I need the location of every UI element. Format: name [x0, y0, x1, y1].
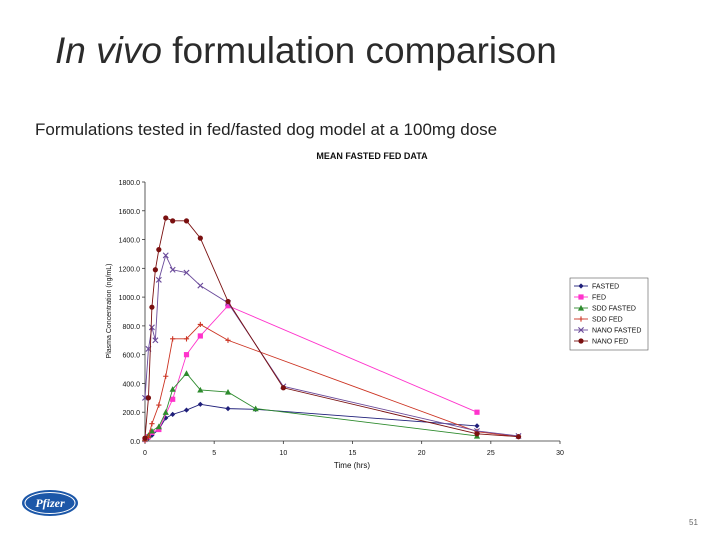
- data-point: [170, 396, 176, 402]
- y-tick-label: 1400.0: [119, 238, 141, 245]
- legend-marker: [578, 338, 584, 344]
- data-point: [183, 370, 190, 376]
- data-point: [183, 218, 190, 224]
- data-point: [183, 407, 190, 413]
- legend-marker: [578, 283, 584, 289]
- data-point: [162, 409, 169, 415]
- page-number: 51: [689, 518, 698, 527]
- data-point: [515, 434, 522, 440]
- series-line: [144, 254, 519, 437]
- data-point: [225, 298, 231, 305]
- data-point: [145, 395, 152, 401]
- legend-marker: [578, 327, 584, 333]
- legend-marker: [577, 304, 585, 311]
- data-point: [163, 373, 169, 379]
- legend-label: SDD FED: [592, 317, 623, 324]
- axes: 0.0 200.0 400.0 600.0 800.0 1000.0 1200.0 1400.…: [119, 180, 564, 457]
- x-tick-label: 5: [212, 450, 216, 457]
- series-nano-fasted: [142, 252, 522, 439]
- data-point: [225, 337, 231, 343]
- data-point: [197, 401, 203, 407]
- y-tick-label: 600.0: [122, 353, 140, 360]
- series-line: [144, 372, 478, 440]
- data-point: [155, 276, 162, 283]
- y-axis-label: Plasma Concentration (ng/mL): [106, 264, 113, 359]
- data-point: [170, 336, 176, 342]
- data-point: [474, 409, 480, 415]
- y-tick-label: 1200.0: [119, 266, 141, 273]
- legend-label: SDD FASTED: [592, 306, 636, 313]
- slide-subtitle: Formulations tested in fed/fasted dog mo…: [35, 120, 498, 139]
- legend-label: FASTED: [592, 284, 619, 291]
- legend-label: NANO FASTED: [592, 328, 641, 335]
- x-tick-label: 25: [487, 450, 495, 457]
- series-nano-fed: [142, 215, 522, 441]
- x-tick-label: 30: [556, 450, 564, 457]
- x-tick-label: 15: [349, 450, 357, 457]
- data-point: [197, 386, 204, 393]
- data-point: [169, 266, 176, 273]
- data-point: [197, 321, 203, 328]
- x-tick-label: 20: [418, 450, 426, 457]
- legend-marker: [578, 316, 584, 322]
- data-point: [148, 427, 156, 434]
- data-point: [149, 304, 155, 310]
- chart-title: MEAN FASTED FED DATA: [316, 151, 428, 161]
- series-layer: [141, 215, 522, 443]
- data-point: [280, 385, 286, 391]
- data-point: [474, 431, 480, 437]
- slide-title: In vivo formulation comparison: [55, 30, 557, 72]
- series-line: [144, 323, 519, 441]
- y-tick-label: 1000.0: [119, 295, 141, 302]
- y-tick-label: 1600.0: [119, 209, 141, 216]
- data-point: [183, 336, 190, 342]
- data-point: [183, 269, 190, 276]
- y-tick-label: 400.0: [122, 381, 140, 388]
- data-point: [170, 218, 176, 224]
- data-point: [152, 267, 158, 273]
- data-point: [197, 235, 203, 241]
- legend: FASTED FED SDD FASTED SDD FED NANO FASTED NAN…: [569, 277, 649, 351]
- series-fed: [142, 303, 480, 443]
- data-point: [252, 405, 259, 412]
- data-point: [155, 423, 162, 430]
- legend-marker: [578, 294, 584, 300]
- data-point: [170, 411, 176, 417]
- data-point: [149, 421, 155, 427]
- data-point: [224, 388, 232, 395]
- legend-label: NANO FED: [592, 339, 628, 346]
- y-tick-label: 800.0: [122, 324, 140, 331]
- legend-box: [569, 277, 649, 351]
- legend-label: FED: [592, 295, 606, 302]
- series-sdd-fasted: [141, 370, 481, 442]
- data-point: [169, 386, 176, 392]
- title-rest: formulation comparison: [161, 30, 557, 71]
- data-point: [197, 282, 204, 289]
- data-point: [142, 435, 148, 441]
- y-tick-label: 1800.0: [119, 180, 141, 187]
- x-tick-label: 10: [279, 450, 287, 457]
- data-point: [474, 423, 480, 429]
- data-point: [225, 303, 231, 309]
- data-point: [152, 337, 159, 344]
- data-point: [162, 252, 169, 259]
- x-axis-label: Time (hrs): [334, 461, 370, 470]
- data-point: [156, 247, 162, 253]
- title-italic: In vivo: [55, 30, 162, 71]
- data-point: [148, 324, 155, 331]
- data-point: [156, 426, 162, 433]
- x-tick-label: 0: [143, 450, 147, 457]
- data-point: [156, 402, 162, 408]
- data-point: [183, 352, 190, 358]
- logo-text: Pfizer: [35, 496, 65, 510]
- y-tick-label: 0.0: [130, 439, 140, 446]
- pfizer-logo: Pfizer: [22, 490, 78, 516]
- data-point: [197, 333, 203, 339]
- data-point: [163, 215, 169, 221]
- y-tick-label: 200.0: [122, 410, 140, 417]
- data-point: [225, 406, 231, 412]
